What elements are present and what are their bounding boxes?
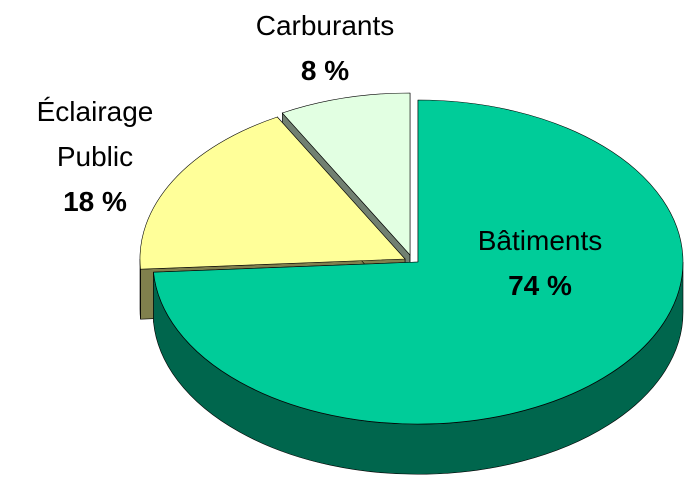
value-label: 8 %: [300, 55, 350, 86]
slice: [153, 99, 684, 425]
category-label: Bâtiments: [477, 225, 603, 256]
value-label: 18 %: [63, 186, 127, 217]
category-label: Carburants: [255, 10, 395, 41]
slice: [281, 92, 411, 256]
slice-label: Éclairage Public 18 %: [0, 89, 190, 224]
slice: [139, 116, 406, 270]
category-label: Éclairage Public: [36, 96, 154, 172]
slice-label: Carburants 8 %: [225, 3, 425, 93]
slice-label: Bâtiments 74 %: [440, 218, 640, 308]
value-label: 74 %: [508, 270, 572, 301]
